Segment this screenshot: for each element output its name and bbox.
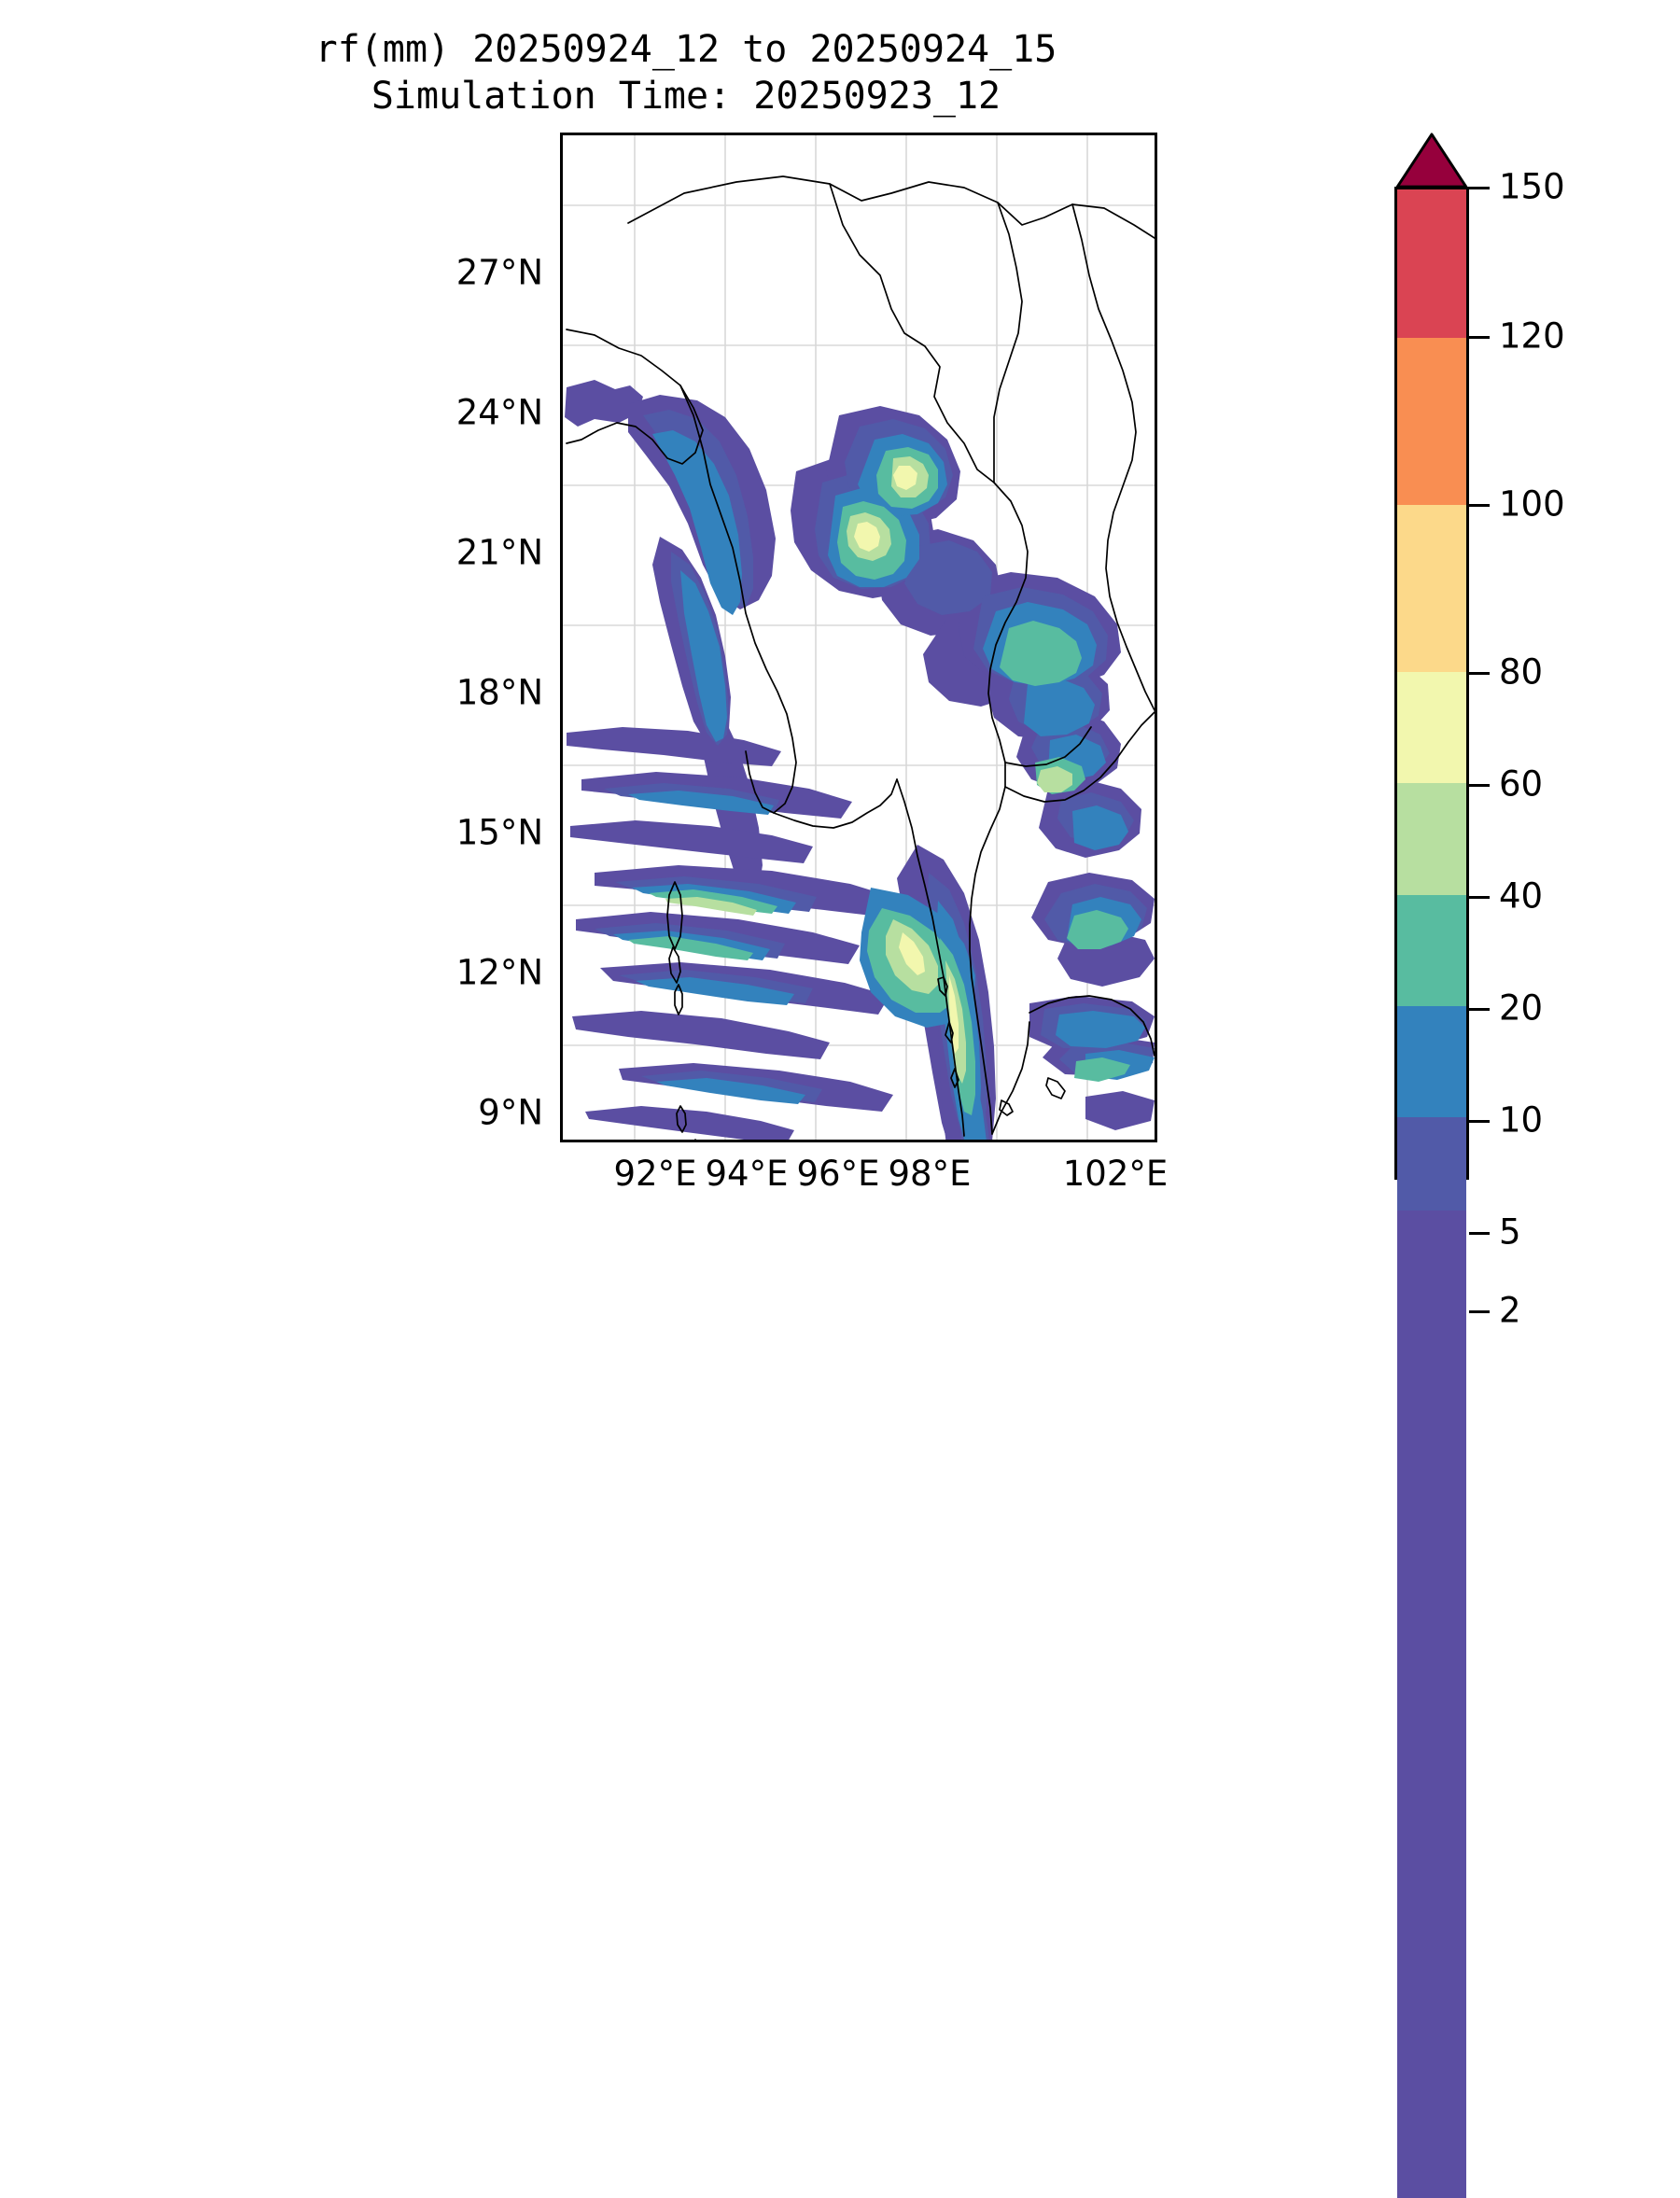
colorbar-tick-5 — [1469, 1232, 1490, 1235]
xtick-96E: 96°E — [796, 1154, 880, 1194]
colorbar-extend-arrow — [1395, 133, 1468, 189]
latitude-tick-labels: 27°N 24°N 21°N 18°N 15°N 12°N 9°N — [455, 252, 543, 1133]
xtick-94E: 94°E — [705, 1154, 789, 1194]
colorbar-label-10: 10 — [1499, 1099, 1544, 1141]
ytick-9N: 9°N — [478, 1092, 543, 1133]
coastline-and-borders — [566, 175, 1155, 1140]
map-axes — [560, 133, 1157, 1142]
colorbar-label-60: 60 — [1499, 763, 1544, 805]
colorbar-label-40: 40 — [1499, 875, 1544, 917]
figure-title: rf(mm) 20250924_12 to 20250924_15 Simula… — [0, 26, 1372, 119]
map-plot-area — [563, 135, 1155, 1140]
colorbar-tick-2 — [1469, 1310, 1490, 1313]
colorbar-segment-40-60 — [1397, 783, 1466, 895]
colorbar-segment-5-10 — [1397, 1117, 1466, 1211]
ytick-27N: 27°N — [455, 252, 543, 293]
colorbar-segment-10-20 — [1397, 1006, 1466, 1118]
ytick-15N: 15°N — [455, 812, 543, 853]
colorbar-label-2: 2 — [1499, 1290, 1521, 1331]
colorbar-label-80: 80 — [1499, 651, 1544, 693]
ytick-18N: 18°N — [455, 672, 543, 713]
colorbar-tick-100 — [1469, 504, 1490, 507]
colorbar-segment-80-100 — [1397, 505, 1466, 673]
colorbar-over-triangle — [1395, 133, 1468, 189]
longitude-tick-labels: 92°E 94°E 96°E 98°E 102°E — [0, 1154, 1680, 1210]
colorbar-tick-20 — [1469, 1008, 1490, 1011]
title-line-variable-period: rf(mm) 20250924_12 to 20250924_15 — [315, 28, 1057, 71]
map-canvas — [563, 135, 1155, 1140]
rainfall-band-60-80mm — [854, 466, 959, 1054]
colorbar-tick-60 — [1469, 784, 1490, 787]
ytick-12N: 12°N — [455, 952, 543, 993]
colorbar-segment-100-120 — [1397, 338, 1466, 506]
colorbar-segment-60-80 — [1397, 672, 1466, 784]
colorbar-segment-120-150 — [1397, 189, 1466, 339]
colorbar-label-20: 20 — [1499, 987, 1544, 1029]
rainfall-forecast-figure: rf(mm) 20250924_12 to 20250924_15 Simula… — [0, 26, 1680, 2198]
colorbar-segment-20-40 — [1397, 894, 1466, 1007]
colorbar-segment-2-5 — [1397, 1210, 1466, 2198]
colorbar-label-120: 120 — [1499, 315, 1565, 357]
colorbar-tick-10 — [1469, 1120, 1490, 1123]
ytick-24N: 24°N — [455, 392, 543, 433]
colorbar: 150 120 100 80 60 40 20 10 5 2 — [1394, 133, 1565, 2198]
colorbar-tick-120 — [1469, 336, 1490, 339]
xtick-92E: 92°E — [613, 1154, 697, 1194]
colorbar-tick-150 — [1469, 187, 1490, 189]
ytick-21N: 21°N — [455, 532, 543, 573]
colorbar-label-5: 5 — [1499, 1211, 1521, 1253]
title-line-simulation-time: Simulation Time: 20250923_12 — [371, 75, 1001, 118]
colorbar-gradient — [1394, 187, 1469, 2198]
colorbar-tick-40 — [1469, 896, 1490, 899]
colorbar-tick-80 — [1469, 672, 1490, 675]
colorbar-label-150: 150 — [1499, 166, 1565, 207]
xtick-102E: 102°E — [1062, 1154, 1169, 1194]
xtick-98E: 98°E — [888, 1154, 972, 1194]
colorbar-label-100: 100 — [1499, 483, 1565, 525]
